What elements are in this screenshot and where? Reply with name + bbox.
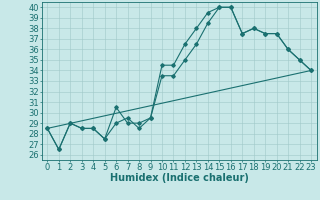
X-axis label: Humidex (Indice chaleur): Humidex (Indice chaleur): [110, 173, 249, 183]
